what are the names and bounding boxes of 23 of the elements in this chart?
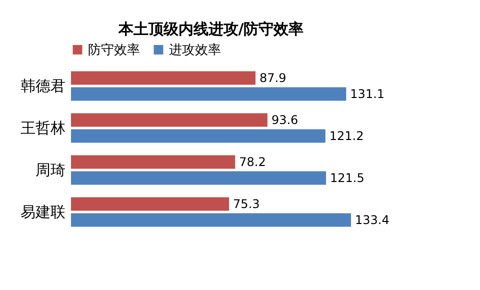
data-label: 131.1 [350, 86, 385, 101]
data-label: 75.3 [233, 197, 260, 212]
data-label: 121.5 [330, 170, 364, 185]
y-tick-label: 韩德君 [20, 77, 66, 95]
data-label: 93.6 [271, 113, 298, 128]
y-tick-label: 王哲林 [20, 119, 66, 137]
chart-title: 本土顶级内线进攻/防守效率 [117, 20, 304, 38]
legend-label: 进攻效率 [169, 42, 221, 58]
data-label: 87.9 [260, 71, 286, 86]
bar [71, 197, 230, 211]
legend-label: 防守效率 [88, 42, 140, 58]
data-label: 78.2 [239, 155, 266, 170]
data-label: 121.2 [329, 128, 364, 143]
bar [71, 171, 326, 185]
y-tick-label: 周琦 [36, 161, 66, 179]
bar [71, 71, 256, 85]
bar [71, 213, 351, 227]
bar [71, 129, 326, 143]
bar [71, 113, 268, 127]
bar [71, 87, 346, 101]
y-tick-label: 易建联 [20, 203, 66, 221]
data-label: 133.4 [355, 212, 390, 227]
bar [71, 155, 236, 169]
